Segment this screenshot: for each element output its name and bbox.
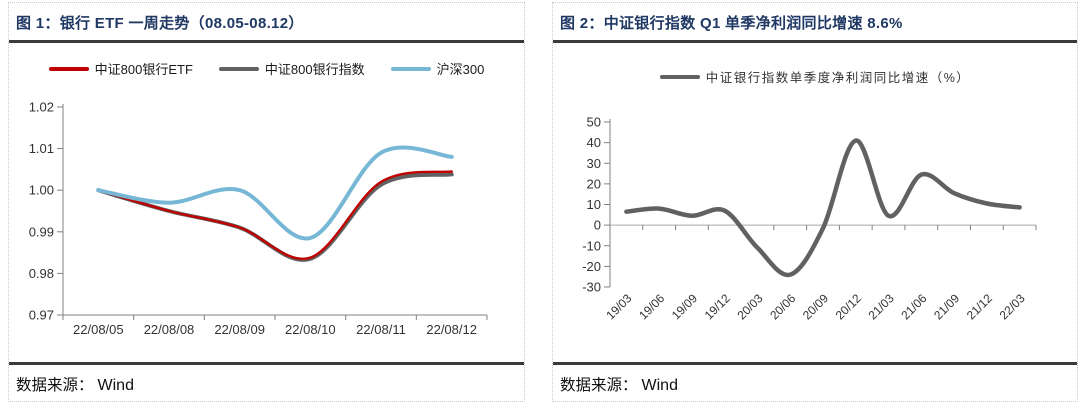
series-line-0 <box>97 170 453 261</box>
series-line-2 <box>96 145 454 241</box>
y-axis-label: 0.99 <box>29 224 54 239</box>
source-label: 数据来源： <box>560 377 638 394</box>
x-axis-label: 22/08/10 <box>285 322 336 337</box>
figure1-panel: 图 1：银行 ETF 一周走势（08.05-08.12） 中证800银行ETF 中… <box>8 2 525 402</box>
x-axis-label: 21/06 <box>898 291 929 322</box>
legend-label: 沪深300 <box>436 62 485 77</box>
figure2-legend: 中证银行指数单季度净利润同比增速（%） <box>553 67 1077 86</box>
y-axis-label: 20 <box>587 176 601 191</box>
x-axis-label: 19/09 <box>669 291 700 322</box>
x-axis-label: 22/03 <box>997 291 1028 322</box>
y-axis-label: -10 <box>582 238 601 253</box>
source-value: Wind <box>97 377 134 394</box>
x-axis-label: 22/08/09 <box>214 322 265 337</box>
source-value: Wind <box>641 377 678 394</box>
y-axis-label: 10 <box>587 197 601 212</box>
y-axis-label: 1.00 <box>29 183 54 198</box>
source-label: 数据来源： <box>16 377 94 394</box>
figure1-chart-svg: 0.97 0.98 0.99 1.00 1.01 1.02 22/08/05 22/08/08… <box>29 100 488 337</box>
legend-item: 中证800银行ETF <box>48 59 193 78</box>
y-axis-label: 0 <box>594 218 601 233</box>
figure1-legend: 中证800银行ETF 中证800银行指数 沪深300 <box>9 59 524 78</box>
y-axis-label: -30 <box>582 280 601 295</box>
legend-item: 中证银行指数单季度净利润同比增速（%） <box>659 67 971 86</box>
legend-line-swatch <box>390 66 431 71</box>
legend-item: 中证800银行指数 <box>218 59 365 78</box>
legend-label: 中证800银行指数 <box>264 62 365 77</box>
legend-item: 沪深300 <box>390 59 485 78</box>
figure1-source: 数据来源： Wind <box>9 362 524 401</box>
y-axis-label: -20 <box>582 259 601 274</box>
x-axis-label: 19/06 <box>636 291 667 322</box>
x-axis-label: 20/09 <box>800 291 831 322</box>
y-axis-label: 50 <box>587 115 601 130</box>
x-axis-label: 22/08/12 <box>426 322 477 337</box>
legend-line-swatch <box>659 74 700 79</box>
legend-label: 中证银行指数单季度净利润同比增速（%） <box>705 71 971 85</box>
x-axis-label: 21/09 <box>931 291 962 322</box>
series-line-0 <box>624 138 1022 278</box>
figure2-chart-area: 中证银行指数单季度净利润同比增速（%） -30 -20 -10 0 10 20 30 40 50… <box>553 43 1077 362</box>
x-axis-label: 21/03 <box>866 291 897 322</box>
y-axis-label: 40 <box>587 135 601 150</box>
x-axis-label: 22/08/05 <box>73 322 124 337</box>
figure2-chart-svg: -30 -20 -10 0 10 20 30 40 50 19/03 19/06 19/09 19/12… <box>582 115 1037 322</box>
figure1-title: 图 1：银行 ETF 一周走势（08.05-08.12） <box>9 3 524 43</box>
x-axis-label: 22/08/08 <box>144 322 195 337</box>
legend-label: 中证800银行ETF <box>94 62 193 77</box>
x-axis-label: 20/06 <box>767 291 798 322</box>
y-axis-label: 0.97 <box>29 308 54 323</box>
y-axis-label: 0.98 <box>29 266 54 281</box>
figure2-title: 图 2：中证银行指数 Q1 单季净利润同比增速 8.6% <box>553 3 1077 43</box>
x-axis-label: 20/03 <box>734 291 765 322</box>
legend-line-swatch <box>48 66 89 71</box>
legend-line-swatch <box>218 66 259 71</box>
x-axis-label: 22/08/11 <box>356 322 406 337</box>
figure2-source: 数据来源： Wind <box>553 362 1077 401</box>
figure1-chart-area: 中证800银行ETF 中证800银行指数 沪深300 0.97 0.98 0.99 1.0… <box>9 43 524 362</box>
y-axis-label: 1.02 <box>29 100 54 115</box>
x-axis-label: 21/12 <box>964 291 995 322</box>
x-axis-label: 19/03 <box>603 291 634 322</box>
x-axis-label: 19/12 <box>702 291 733 322</box>
y-axis-label: 30 <box>587 156 601 171</box>
figure2-panel: 图 2：中证银行指数 Q1 单季净利润同比增速 8.6% 中证银行指数单季度净利… <box>552 2 1078 402</box>
x-axis-label: 20/12 <box>833 291 864 322</box>
y-axis-label: 1.01 <box>29 141 54 156</box>
